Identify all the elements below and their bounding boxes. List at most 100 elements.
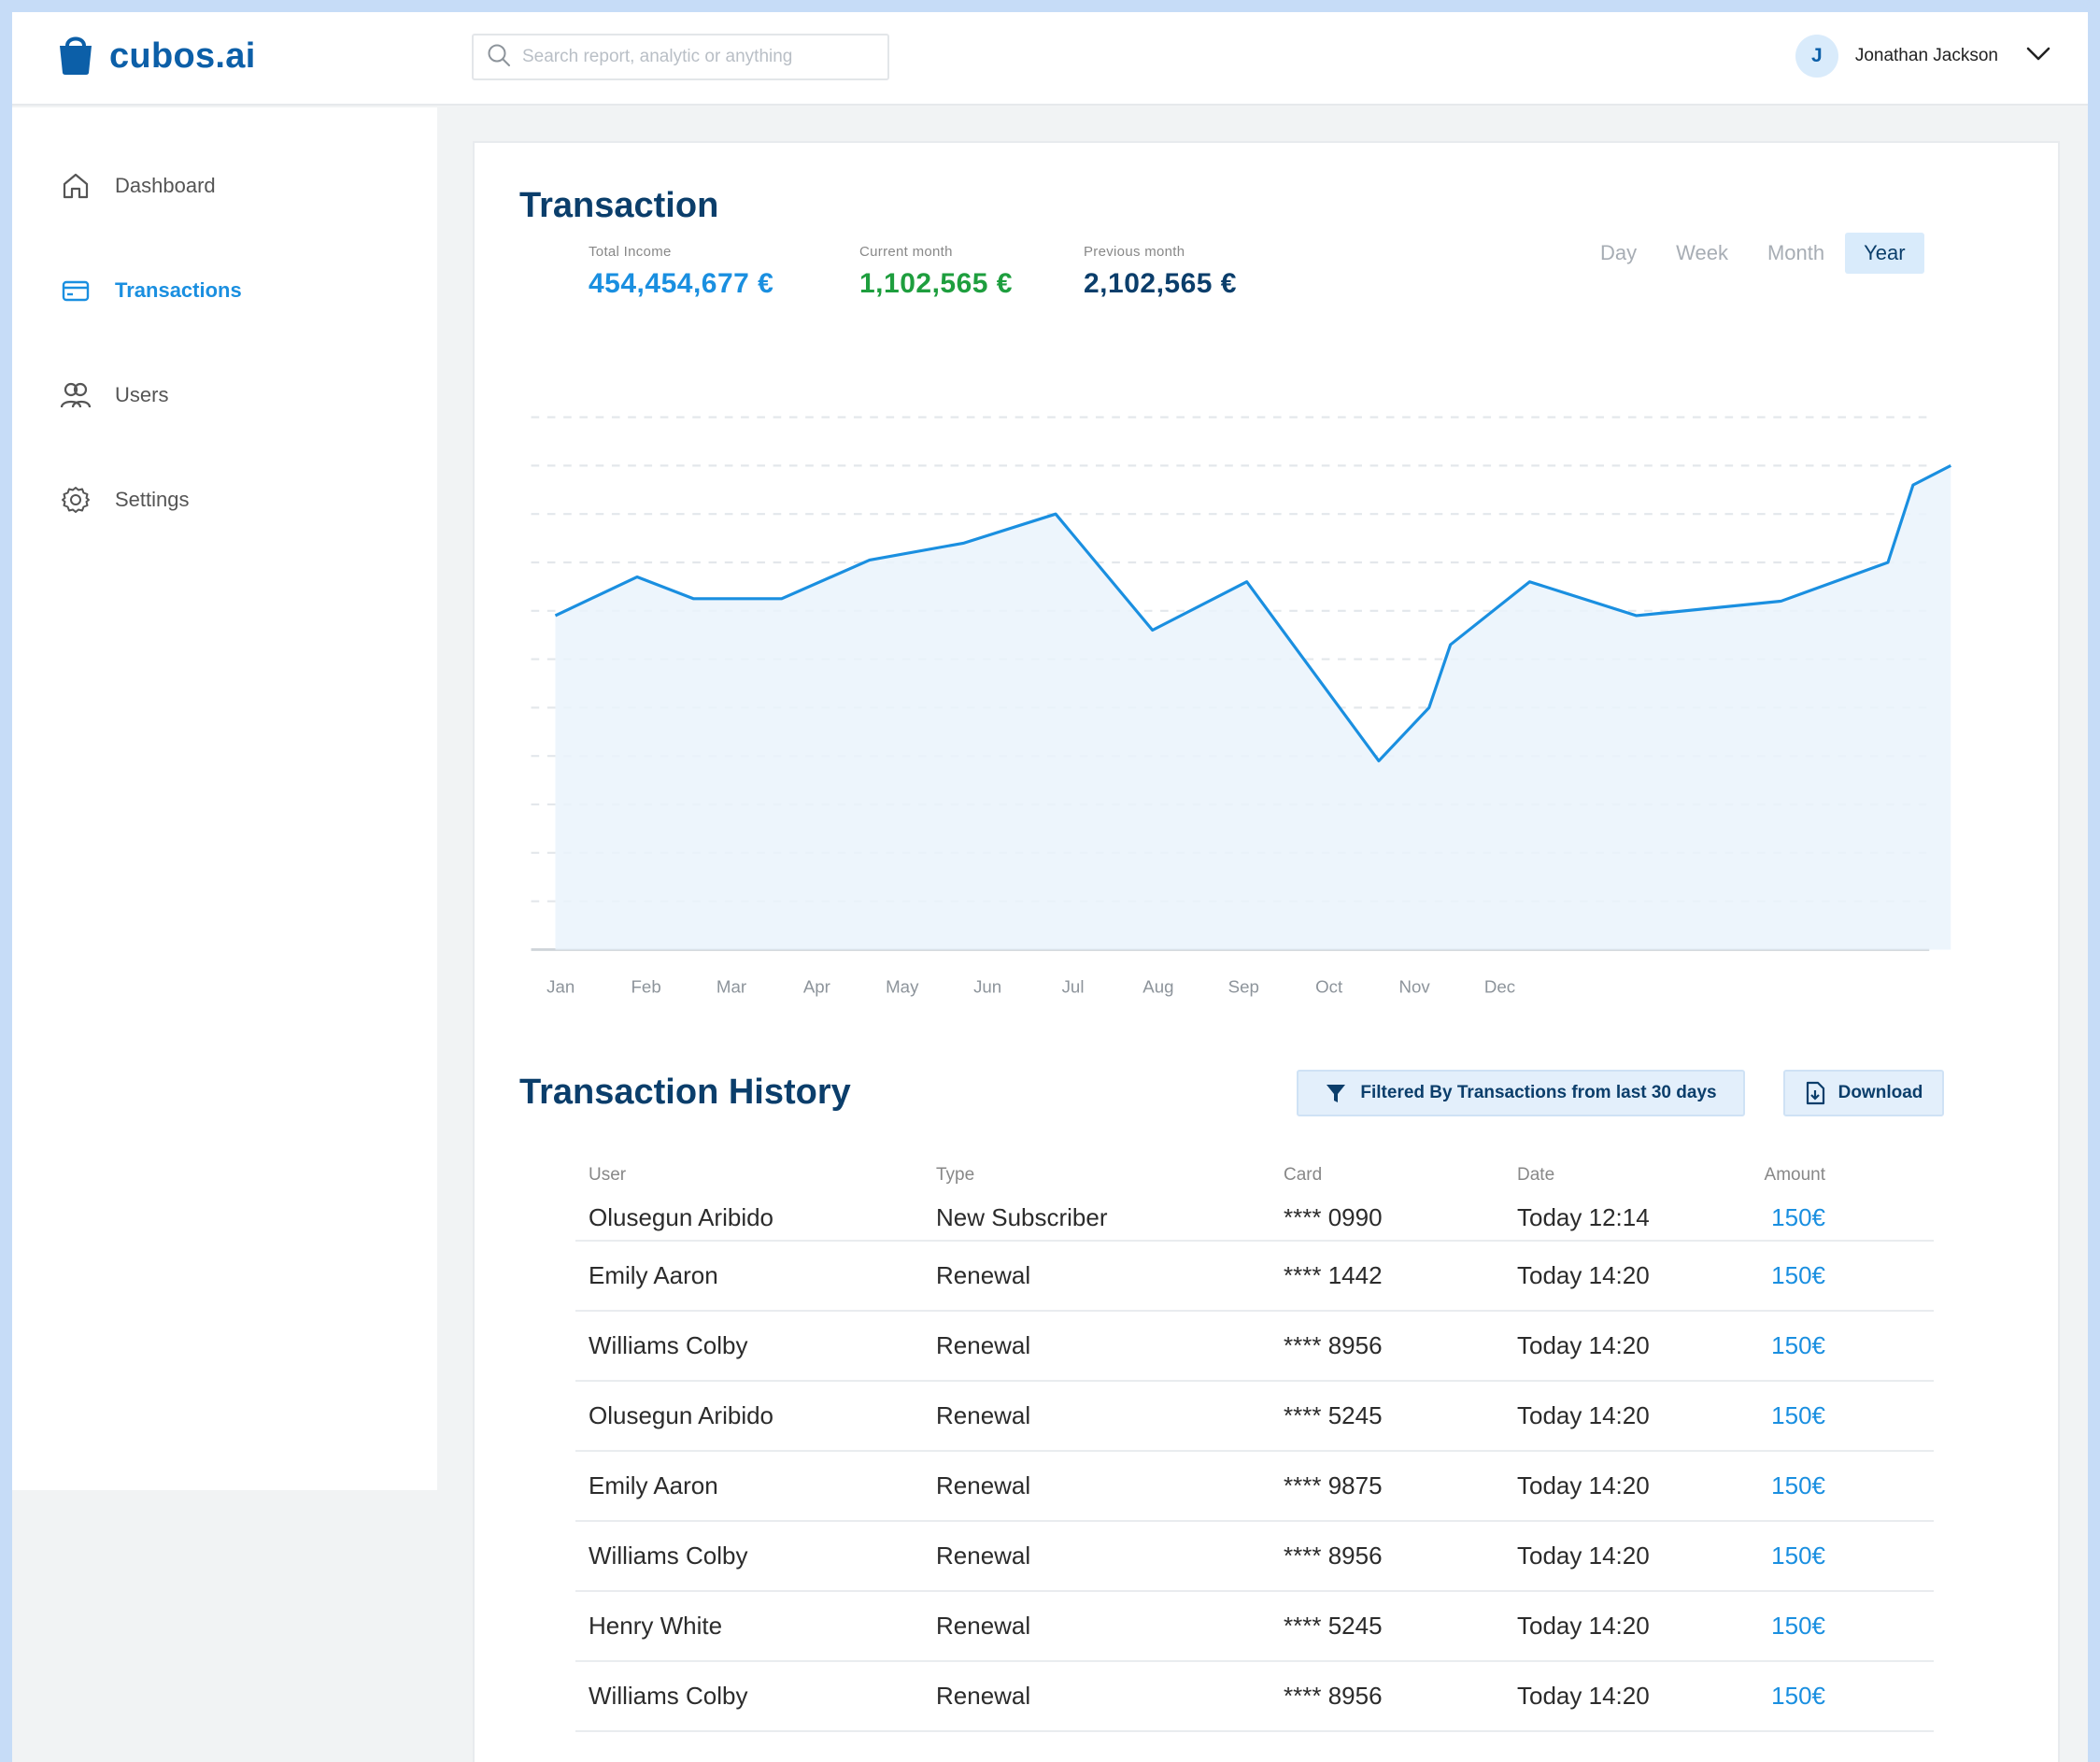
column-header-user[interactable]: User <box>589 1165 627 1185</box>
x-tick-label: Jul <box>1062 977 1085 997</box>
cell-card: **** 5245 <box>1284 1401 1383 1429</box>
column-header-amount[interactable]: Amount <box>1764 1165 1825 1185</box>
sidebar-item-label: Dashboard <box>115 174 216 197</box>
cell-amount: 150€ <box>1771 1471 1825 1499</box>
x-tick-label: Feb <box>631 977 661 997</box>
stat-value: 1,102,565 € <box>859 268 1013 299</box>
download-button[interactable]: Download <box>1783 1070 1944 1116</box>
cell-user: Williams Colby <box>589 1331 748 1359</box>
filter-icon <box>1325 1082 1347 1104</box>
search-box[interactable] <box>472 34 889 80</box>
bucket-logo-icon <box>59 33 92 80</box>
x-tick-label: Mar <box>717 977 746 997</box>
stat-current-month: Current month 1,102,565 € <box>859 244 1013 300</box>
stat-total-income: Total Income 454,454,677 € <box>589 244 773 300</box>
filter-button[interactable]: Filtered By Transactions from last 30 da… <box>1297 1070 1745 1116</box>
cell-date: Today 12:14 <box>1517 1202 1650 1231</box>
period-year[interactable]: Year <box>1845 233 1924 274</box>
page-title: Transaction <box>519 186 719 225</box>
period-day[interactable]: Day <box>1600 241 1638 264</box>
cell-card: **** 1442 <box>1284 1261 1383 1289</box>
cell-date: Today 14:20 <box>1517 1401 1650 1429</box>
cell-amount: 150€ <box>1771 1612 1825 1640</box>
column-header-date[interactable]: Date <box>1517 1165 1555 1185</box>
top-bar: cubos.ai J Jonathan Jackson <box>12 12 2088 106</box>
table-row[interactable]: Olusegun Aribido New Subscriber **** 0990 T… <box>575 1195 1934 1242</box>
cell-amount: 150€ <box>1771 1331 1825 1359</box>
sidebar: Dashboard Transactions User <box>12 107 437 1490</box>
cell-amount: 150€ <box>1771 1261 1825 1289</box>
column-header-type[interactable]: Type <box>936 1165 975 1185</box>
sidebar-item-transactions[interactable]: Transactions <box>59 274 242 307</box>
table-row[interactable]: Henry White Renewal **** 5245 Today 14:20 15… <box>575 1592 1934 1662</box>
cell-card: **** 8956 <box>1284 1542 1383 1570</box>
transaction-panel: Transaction Total Income 454,454,677 € C… <box>473 141 2060 1762</box>
x-tick-label: Sep <box>1228 977 1259 997</box>
cell-type: Renewal <box>936 1401 1031 1429</box>
history-title: Transaction History <box>519 1073 851 1112</box>
cell-user: Olusegun Aribido <box>589 1401 774 1429</box>
x-tick-label: Jun <box>973 977 1001 997</box>
sidebar-item-label: Settings <box>115 488 190 511</box>
user-menu[interactable]: J Jonathan Jackson <box>1795 35 2050 78</box>
cell-type: Renewal <box>936 1471 1031 1499</box>
table-row[interactable]: Emily Aaron Renewal **** 9875 Today 14:20 15… <box>575 1452 1934 1522</box>
x-tick-label: Aug <box>1142 977 1173 997</box>
cell-user: Emily Aaron <box>589 1471 718 1499</box>
card-icon <box>59 274 92 307</box>
period-week[interactable]: Week <box>1676 241 1728 264</box>
table-row[interactable]: Emily Aaron Renewal **** 1442 Today 14:20 15… <box>575 1242 1934 1312</box>
cell-card: **** 5245 <box>1284 1612 1383 1640</box>
cell-card: **** 9875 <box>1284 1471 1383 1499</box>
cell-type: Renewal <box>936 1612 1031 1640</box>
table-row[interactable]: Olusegun Aribido Renewal **** 5245 Today 14… <box>575 1382 1934 1452</box>
cell-user: Williams Colby <box>589 1542 748 1570</box>
cell-type: Renewal <box>936 1331 1031 1359</box>
x-tick-label: Dec <box>1484 977 1515 997</box>
x-tick-label: Oct <box>1315 977 1343 997</box>
search-input[interactable] <box>522 47 877 67</box>
series-area <box>555 465 1951 950</box>
cell-amount: 150€ <box>1771 1401 1825 1429</box>
download-file-icon <box>1805 1081 1825 1105</box>
app-name: cubos.ai <box>109 36 256 76</box>
cell-user: Henry White <box>589 1612 723 1640</box>
logo[interactable]: cubos.ai <box>59 33 256 80</box>
transaction-chart: Jan Feb Mar Apr May Jun Jul Aug Sep Oct Nov Dec <box>531 416 1951 997</box>
sidebar-item-settings[interactable]: Settings <box>59 483 190 517</box>
cell-user: Emily Aaron <box>589 1261 718 1289</box>
chevron-down-icon[interactable] <box>2026 47 2050 66</box>
table-row[interactable]: Williams Colby Renewal **** 8956 Today 14:2… <box>575 1312 1934 1382</box>
stat-value: 454,454,677 € <box>589 268 774 299</box>
sidebar-item-users[interactable]: Users <box>59 378 168 412</box>
x-tick-label: Apr <box>803 977 830 997</box>
cell-date: Today 14:20 <box>1517 1261 1650 1289</box>
cell-card: **** 0990 <box>1284 1202 1383 1231</box>
table-body: Olusegun Aribido New Subscriber **** 0990 T… <box>575 1195 1934 1732</box>
table-row[interactable]: Williams Colby Renewal **** 8956 Today 14:2… <box>575 1522 1934 1592</box>
stat-label: Total Income <box>589 244 672 260</box>
sidebar-item-dashboard[interactable]: Dashboard <box>59 169 216 203</box>
cell-type: Renewal <box>936 1542 1031 1570</box>
stat-previous-month: Previous month 2,102,565 € <box>1084 244 1237 300</box>
cell-type: New Subscriber <box>936 1202 1108 1231</box>
period-selector: Day Week Month Year <box>1582 233 1926 274</box>
cell-date: Today 14:20 <box>1517 1682 1650 1710</box>
cell-amount: 150€ <box>1771 1682 1825 1710</box>
cell-amount: 150€ <box>1771 1202 1825 1231</box>
cell-date: Today 14:20 <box>1517 1331 1650 1359</box>
period-month[interactable]: Month <box>1767 241 1825 264</box>
cell-type: Renewal <box>936 1682 1031 1710</box>
search-icon <box>487 43 511 72</box>
cell-type: Renewal <box>936 1261 1031 1289</box>
sidebar-item-label: Transactions <box>115 278 242 302</box>
users-icon <box>59 378 92 412</box>
avatar[interactable]: J <box>1795 35 1838 78</box>
x-tick-label: Jan <box>546 977 575 997</box>
home-icon <box>59 169 92 203</box>
x-tick-label: May <box>886 977 919 997</box>
stat-value: 2,102,565 € <box>1084 268 1237 299</box>
table-row[interactable]: Williams Colby Renewal **** 8956 Today 14:2… <box>575 1662 1934 1732</box>
column-header-card[interactable]: Card <box>1284 1165 1323 1185</box>
stat-label: Current month <box>859 244 953 260</box>
